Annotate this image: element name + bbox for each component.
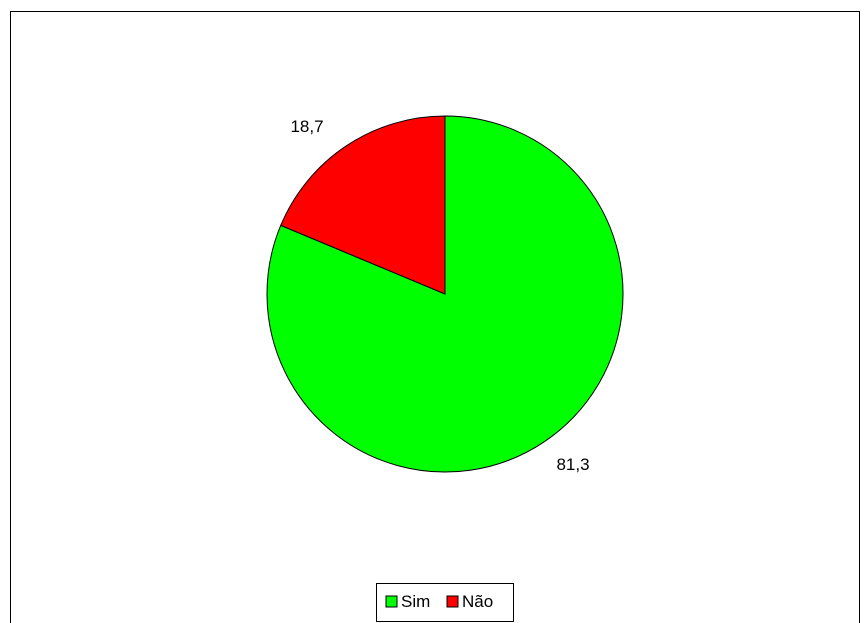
legend-box [376, 583, 514, 622]
legend-label-sim: Sim [401, 592, 430, 611]
legend-label-nao: Não [462, 592, 493, 611]
legend-swatch-sim [385, 595, 398, 608]
pie-slice-no [280, 115, 446, 295]
slice-labels: 81,3 18,7 [290, 117, 589, 474]
legend-swatch-nao [446, 595, 459, 608]
slice-value-label: 81,3 [556, 455, 589, 474]
pie-slices [266, 115, 624, 473]
chart-legend: Sim Não [376, 583, 514, 622]
slice-value-label: 18,7 [290, 117, 323, 136]
